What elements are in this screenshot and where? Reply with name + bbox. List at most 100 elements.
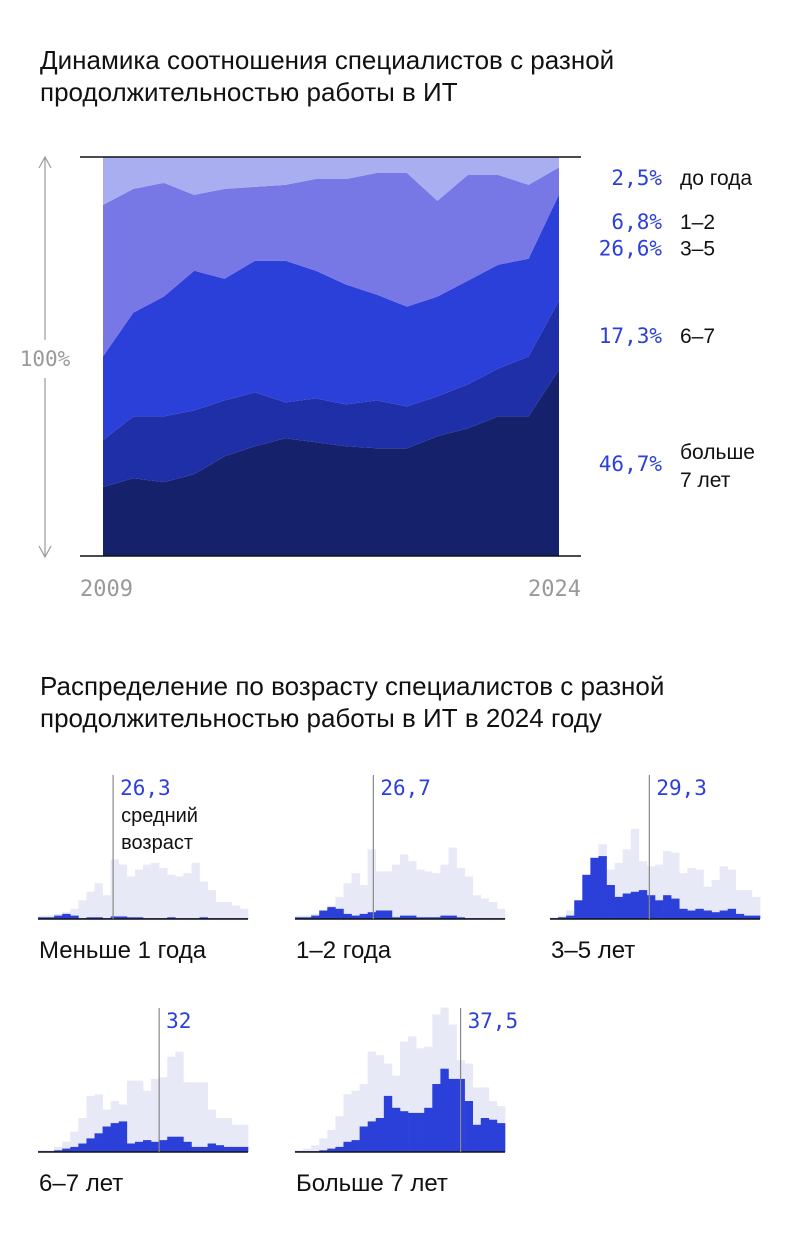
- hist-bar: [343, 913, 352, 919]
- hist-bg-bar: [703, 886, 712, 919]
- hist-bg-bar: [62, 1141, 71, 1152]
- hist-bg-bar: [367, 1051, 377, 1152]
- hist-bar: [719, 910, 728, 919]
- hist-bg-bar: [679, 873, 688, 919]
- hist-bg-bar: [207, 1109, 216, 1152]
- hist-bg-bar: [86, 1095, 95, 1152]
- hist-bar: [151, 1141, 160, 1152]
- histogram-panel: 29,3 3–5 лет: [550, 775, 761, 964]
- series-name-label: больше: [680, 441, 755, 464]
- hist-bar: [391, 917, 401, 919]
- hist-bar: [54, 915, 63, 919]
- hist-bar: [351, 1140, 360, 1152]
- hist-bar: [94, 1133, 103, 1152]
- hist-bg-bar: [687, 868, 696, 919]
- hist-bg-bar: [472, 1087, 482, 1152]
- hist-bar: [295, 917, 304, 919]
- arrow-down-icon: [38, 545, 52, 559]
- hist-bar: [183, 1141, 192, 1152]
- hist-bar: [448, 1078, 457, 1152]
- hist-bar: [663, 895, 672, 919]
- mean-note: средний: [121, 805, 198, 827]
- hist-bg-bar: [311, 1145, 320, 1152]
- hist-bg-bar: [126, 876, 136, 919]
- hist-bar: [582, 874, 591, 919]
- hist-bar: [703, 910, 712, 919]
- hist-bar: [614, 896, 623, 919]
- hist-bg-bar: [432, 1014, 441, 1152]
- hist-bar: [448, 915, 457, 919]
- hist-bar: [62, 1148, 71, 1152]
- hist-bg-bar: [167, 1056, 176, 1152]
- hist-bg-bar: [319, 1138, 328, 1152]
- hist-bg-bar: [70, 908, 79, 919]
- area-band-4: [103, 157, 559, 205]
- hist-bar: [655, 900, 664, 919]
- series-name-label: 3–5: [680, 238, 715, 261]
- hist-bar: [102, 1126, 111, 1152]
- hist-bg-bar: [175, 1051, 184, 1152]
- hist-bg-bar: [432, 873, 441, 919]
- hist-bar: [606, 885, 615, 919]
- hist-bar: [367, 1121, 377, 1152]
- hist-bg-bar: [727, 869, 737, 919]
- mean-value: 26,3: [120, 776, 171, 800]
- hist-bg-bar: [199, 881, 208, 919]
- series-end-value: 46,7%: [599, 452, 663, 476]
- hist-bar: [638, 890, 648, 919]
- hist-bg-bar: [622, 849, 632, 919]
- hist-bg-bar: [231, 905, 241, 919]
- hist-bg-bar: [351, 1090, 360, 1152]
- hist-bar: [199, 1146, 208, 1152]
- hist-bar: [303, 917, 312, 919]
- series-end-value: 2,5%: [611, 166, 662, 190]
- histogram-panel: 37,5 Больше 7 лет: [295, 1007, 518, 1197]
- hist-bar: [239, 1146, 249, 1152]
- hist-bg-bar: [456, 868, 465, 919]
- hist-bg-bar: [614, 862, 623, 919]
- hist-bar: [598, 856, 607, 919]
- hist-bg-bar: [695, 869, 704, 919]
- hist-bg-bar: [231, 1124, 241, 1152]
- hist-bg-bar: [735, 890, 745, 919]
- hist-bg-bar: [719, 866, 728, 919]
- hist-bg-bar: [335, 1116, 344, 1152]
- hist-bg-bar: [488, 902, 498, 919]
- histogram-panel: 26,3 средний возраст Меньше 1 года: [38, 775, 249, 964]
- hist-bar: [126, 917, 136, 919]
- hist-bar: [118, 1121, 128, 1152]
- hist-bg-bar: [191, 1082, 200, 1152]
- hist-bar: [630, 891, 640, 919]
- hist-bar: [110, 1123, 120, 1152]
- hist-bg-bar: [630, 828, 640, 919]
- histogram-subtitle: Больше 7 лет: [296, 1170, 448, 1197]
- hist-bar: [480, 1118, 490, 1152]
- hist-bg-bar: [327, 1129, 336, 1152]
- hist-bg-bar: [424, 871, 433, 919]
- hist-bg-bar: [646, 866, 656, 919]
- hist-bar: [319, 1150, 328, 1152]
- hist-bg-bar: [343, 883, 352, 919]
- hist-bg-bar: [663, 851, 672, 919]
- hist-bar: [167, 917, 176, 919]
- area-band-3: [103, 167, 559, 357]
- hist-bar: [38, 917, 47, 919]
- hist-bg-bar: [70, 1131, 79, 1152]
- hist-bar: [424, 917, 433, 919]
- hist-bar: [134, 1141, 144, 1152]
- hist-bar: [343, 1141, 352, 1152]
- hist-bg-bar: [359, 885, 368, 919]
- hist-bg-bar: [151, 862, 160, 919]
- series-name-label: 1–2: [680, 211, 715, 234]
- hist-bar: [327, 907, 336, 919]
- hist-bg-bar: [416, 869, 425, 919]
- hist-bg-bar: [143, 1090, 152, 1152]
- hist-bar: [472, 1124, 482, 1152]
- hist-bar: [679, 908, 688, 919]
- arrow-up-icon: [38, 155, 52, 169]
- hist-bg-bar: [464, 876, 473, 919]
- hist-bg-bar: [143, 864, 152, 919]
- hist-bar: [86, 1138, 95, 1152]
- hist-bg-bar: [743, 890, 753, 919]
